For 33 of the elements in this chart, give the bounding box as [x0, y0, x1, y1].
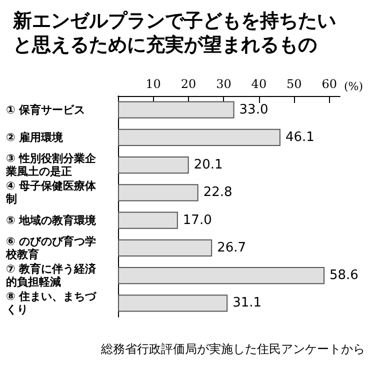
x-axis-title: (%): [344, 80, 364, 93]
x-tick-label: 50: [286, 77, 302, 91]
bar: [118, 156, 189, 174]
y-tick-label: ② 雇用環境: [6, 130, 64, 144]
data-label: 31.1: [232, 296, 262, 311]
x-tick-label: 30: [216, 77, 232, 91]
data-label: 33.0: [239, 102, 268, 118]
x-tick-label: 60: [322, 77, 338, 91]
bar: [118, 239, 212, 256]
data-label: 20.1: [194, 158, 223, 173]
bar: [118, 267, 324, 284]
x-tick-label: 40: [251, 77, 267, 91]
data-label: 46.1: [285, 130, 314, 145]
bar: [118, 184, 198, 202]
bar: [118, 294, 228, 312]
y-tick-label: ⑥ のびのび育つ学校教育: [5, 234, 96, 261]
bar: [118, 128, 280, 146]
y-tick-label: ③ 性別役割分業企業風土の是正: [5, 152, 98, 178]
data-label: 17.0: [182, 212, 212, 228]
y-tick-label: ⑤ 地域の教育環境: [6, 214, 98, 227]
chart-title: 新エンゼルプランで子どもを持ちたいと思えるために充実が望まれるもの: [12, 10, 336, 56]
y-tick-label: ④ 母子保健医療体制: [5, 180, 98, 206]
y-tick-label: ⑧ 住まい、まちづくり: [6, 290, 98, 316]
bar: [118, 212, 178, 229]
data-label: 58.6: [329, 268, 358, 284]
bar: [118, 101, 234, 118]
x-tick-label: 10: [146, 77, 161, 91]
x-tick-label: 20: [180, 77, 196, 91]
y-tick-label: ① 保育サービス: [6, 103, 86, 116]
data-label: 22.8: [203, 185, 232, 200]
y-tick-label: ⑦ 教育に伴う経済的負担軽減: [6, 262, 98, 289]
text: 総務省行政評価局が実施した住民アンケートから: [100, 342, 365, 356]
data-label: 26.7: [217, 240, 246, 256]
